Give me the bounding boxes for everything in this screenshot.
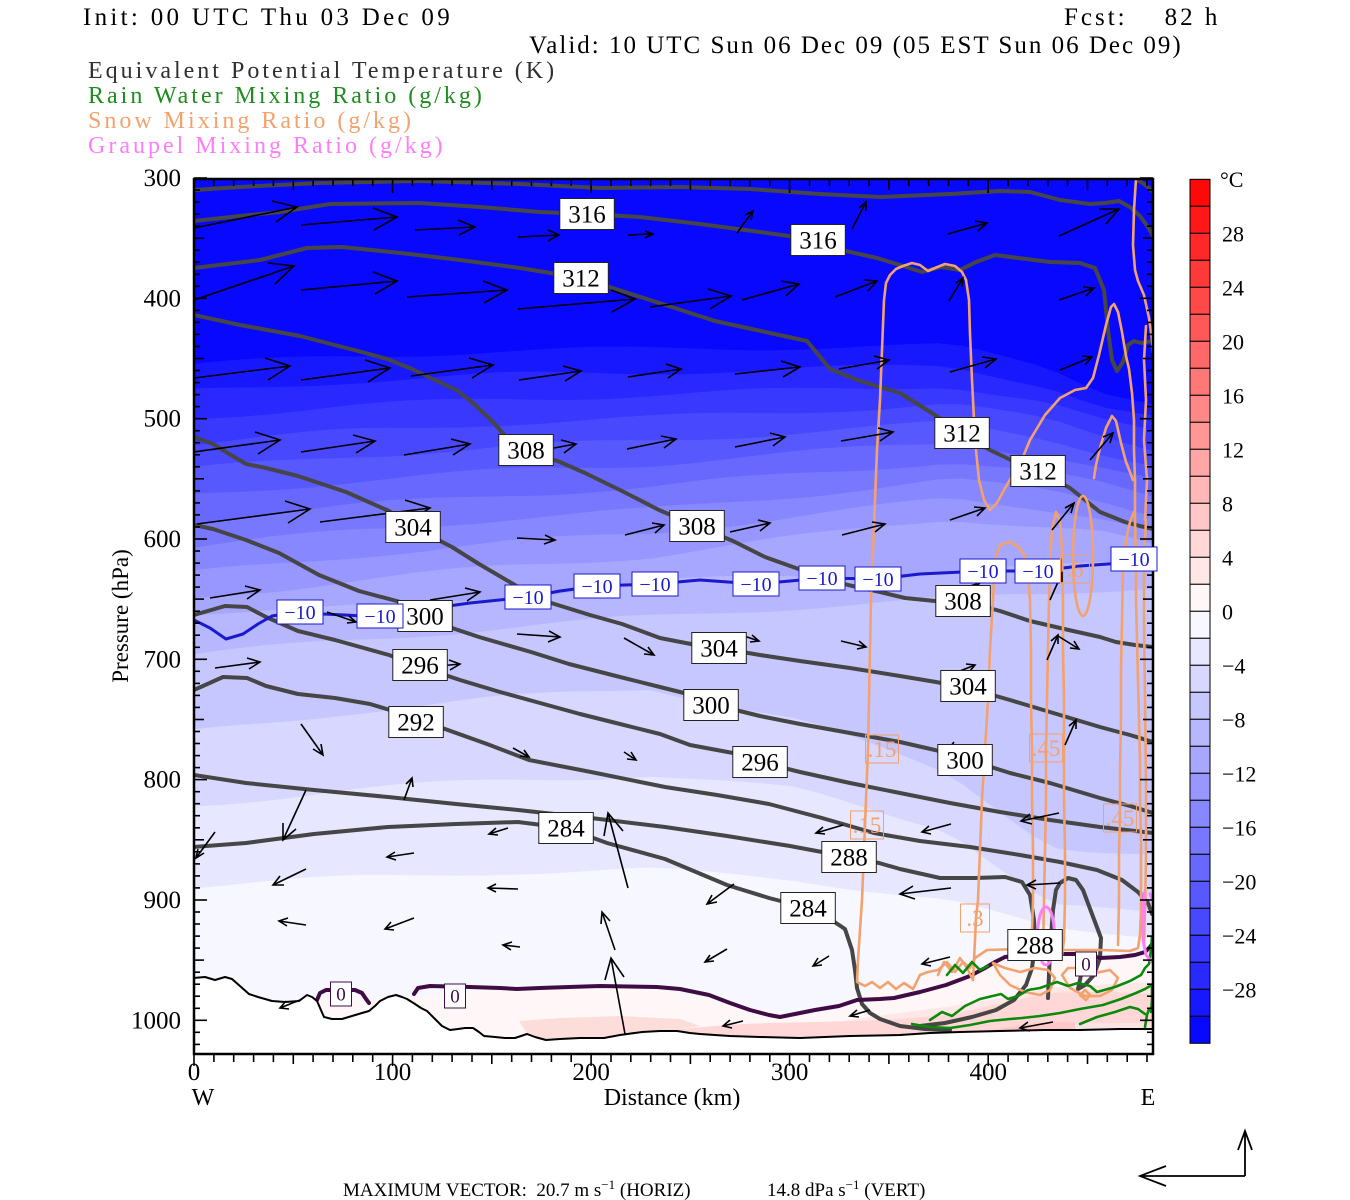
svg-text:304: 304 <box>700 636 738 663</box>
svg-text:284: 284 <box>547 816 585 843</box>
svg-text:°C: °C <box>1220 167 1243 192</box>
svg-text:−4: −4 <box>1222 653 1245 678</box>
svg-text:400: 400 <box>969 1059 1007 1086</box>
svg-text:−12: −12 <box>1222 761 1256 786</box>
svg-text:300: 300 <box>771 1059 809 1086</box>
svg-text:−10: −10 <box>284 602 315 624</box>
svg-text:0: 0 <box>450 987 460 1008</box>
svg-text:308: 308 <box>678 514 716 541</box>
svg-text:−10: −10 <box>581 576 612 598</box>
svg-text:1000: 1000 <box>131 1007 181 1034</box>
svg-text:Equivalent Potential Temperatu: Equivalent Potential Temperature (K) <box>88 58 557 84</box>
svg-text:Fcst: 82 h: Fcst: 82 h <box>1064 4 1220 31</box>
svg-text:14.8 dPa s−1 (VERT): 14.8 dPa s−1 (VERT) <box>767 1177 925 1200</box>
svg-text:W: W <box>192 1085 215 1111</box>
svg-text:−16: −16 <box>1222 815 1256 840</box>
svg-text:400: 400 <box>144 285 182 312</box>
svg-text:900: 900 <box>144 887 182 914</box>
svg-text:0: 0 <box>1222 599 1233 624</box>
svg-text:312: 312 <box>1019 459 1057 486</box>
svg-text:−10: −10 <box>967 561 998 583</box>
svg-text:28: 28 <box>1222 221 1244 246</box>
svg-text:288: 288 <box>830 845 868 872</box>
svg-text:100: 100 <box>374 1059 412 1086</box>
svg-text:−10: −10 <box>1118 549 1149 571</box>
svg-text:304: 304 <box>949 674 987 701</box>
svg-text:.6: .6 <box>1066 557 1083 582</box>
svg-text:308: 308 <box>944 589 982 616</box>
svg-text:−28: −28 <box>1222 977 1256 1002</box>
svg-text:288: 288 <box>1016 933 1054 960</box>
svg-text:−10: −10 <box>806 568 837 590</box>
svg-text:.45: .45 <box>1032 736 1061 761</box>
svg-text:−10: −10 <box>1022 561 1053 583</box>
svg-text:−10: −10 <box>639 574 670 596</box>
svg-text:Snow Mixing Ratio (g/kg): Snow Mixing Ratio (g/kg) <box>88 108 414 134</box>
svg-text:308: 308 <box>507 438 545 465</box>
svg-text:300: 300 <box>406 604 444 631</box>
svg-text:0: 0 <box>336 985 346 1006</box>
svg-text:.45: .45 <box>1106 806 1135 831</box>
svg-text:Pressure (hPa): Pressure (hPa) <box>108 549 133 683</box>
svg-text:300: 300 <box>946 748 984 775</box>
svg-text:296: 296 <box>741 750 779 777</box>
svg-text:8: 8 <box>1222 491 1233 516</box>
svg-text:−10: −10 <box>740 574 771 596</box>
svg-text:292: 292 <box>397 710 435 737</box>
svg-text:0: 0 <box>188 1059 201 1086</box>
svg-text:312: 312 <box>562 266 600 293</box>
svg-text:Valid: 10 UTC Sun 06 Dec 09 (0: Valid: 10 UTC Sun 06 Dec 09 (05 EST Sun … <box>529 32 1183 59</box>
svg-text:12: 12 <box>1222 437 1244 462</box>
svg-text:800: 800 <box>144 767 182 794</box>
svg-text:.3: .3 <box>966 906 983 931</box>
svg-text:−10: −10 <box>364 606 395 628</box>
svg-text:E: E <box>1141 1085 1156 1111</box>
svg-text:MAXIMUM VECTOR: 20.7 m s−1 (H: MAXIMUM VECTOR: 20.7 m s−1 (HORIZ) <box>343 1177 691 1200</box>
svg-text:4: 4 <box>1222 545 1233 570</box>
svg-text:304: 304 <box>394 515 432 542</box>
svg-text:−10: −10 <box>512 587 543 609</box>
svg-text:200: 200 <box>572 1059 610 1086</box>
svg-text:312: 312 <box>943 421 981 448</box>
svg-text:316: 316 <box>568 202 606 229</box>
svg-text:300: 300 <box>692 693 730 720</box>
svg-text:Rain Water Mixing Ratio (g/kg): Rain Water Mixing Ratio (g/kg) <box>88 83 485 109</box>
svg-text:500: 500 <box>144 406 182 433</box>
svg-text:20: 20 <box>1222 329 1244 354</box>
svg-text:300: 300 <box>144 165 182 192</box>
svg-text:−20: −20 <box>1222 869 1256 894</box>
svg-text:0: 0 <box>1081 955 1091 976</box>
svg-text:24: 24 <box>1222 275 1244 300</box>
svg-text:316: 316 <box>799 228 837 255</box>
svg-text:−24: −24 <box>1222 923 1256 948</box>
svg-text:.15: .15 <box>868 737 897 762</box>
svg-text:284: 284 <box>789 896 827 923</box>
svg-text:Distance (km): Distance (km) <box>604 1085 741 1111</box>
svg-text:Graupel Mixing Ratio (g/kg): Graupel Mixing Ratio (g/kg) <box>88 133 446 159</box>
svg-text:Init: 00 UTC Thu 03 Dec 09: Init: 00 UTC Thu 03 Dec 09 <box>83 4 453 31</box>
svg-text:600: 600 <box>144 526 182 553</box>
svg-text:−8: −8 <box>1222 707 1245 732</box>
svg-text:16: 16 <box>1222 383 1244 408</box>
svg-text:700: 700 <box>144 646 182 673</box>
svg-text:−10: −10 <box>862 569 893 591</box>
svg-text:296: 296 <box>401 653 439 680</box>
svg-text:.15: .15 <box>853 813 882 838</box>
